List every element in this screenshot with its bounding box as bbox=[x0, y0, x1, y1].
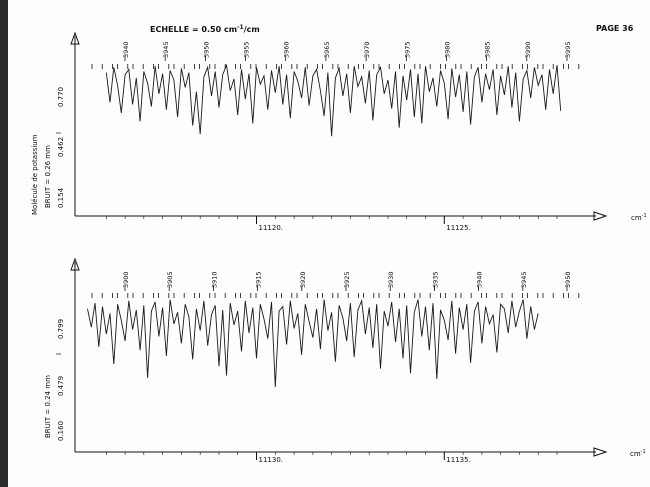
line-number-label: 3950 bbox=[202, 41, 210, 58]
y-tick-label: 0.160 bbox=[57, 421, 65, 441]
trace-layer-bottom bbox=[87, 299, 539, 388]
x-unit-top: cm-1 bbox=[631, 213, 647, 222]
line-number-label: 3950 bbox=[564, 271, 572, 288]
line-number-label: 3945 bbox=[520, 271, 528, 288]
spectrum-trace-top bbox=[105, 63, 562, 137]
molecule-label: Molécule de potassium bbox=[31, 134, 39, 215]
y-tick-label: 0.154 bbox=[57, 187, 65, 208]
line-number-label: 3980 bbox=[444, 41, 452, 58]
line-number-label: 3935 bbox=[431, 271, 439, 288]
y-tick-label: 0.462 bbox=[57, 137, 65, 157]
line-number-label: 3990 bbox=[524, 41, 532, 58]
line-number-label: 3930 bbox=[387, 271, 395, 288]
line-number-label: 3920 bbox=[299, 271, 307, 288]
line-number-label: 3915 bbox=[255, 271, 263, 288]
x-unit-top-main: cm bbox=[631, 214, 642, 222]
spectrum-panel-top: cm-1 I BRUIT = 0.26 mm 0.770 0.462 0.154 11… bbox=[44, 31, 647, 232]
y-axis-arrow-top bbox=[70, 31, 80, 45]
trace-layer-top bbox=[105, 63, 562, 137]
x-unit-bottom-sup: -1 bbox=[641, 449, 646, 455]
line-number-label: 3900 bbox=[122, 271, 130, 288]
y-tick-label: 0.479 bbox=[57, 376, 65, 396]
tick-layer-top: 0.770 0.462 0.154 11120. 11125. bbox=[57, 87, 558, 232]
noise-label-top: BRUIT = 0.26 mm bbox=[44, 145, 52, 208]
x-axis-arrow-bottom bbox=[593, 447, 608, 457]
line-marks-top: 3940 3945 3950 3955 3960 3965 3970 3975 3980 3985… bbox=[91, 41, 580, 69]
noise-label-bottom: BRUIT = 0.24 mm bbox=[44, 375, 52, 438]
x-unit-top-sup: -1 bbox=[642, 213, 647, 219]
line-number-label: 3985 bbox=[484, 41, 492, 58]
tick-layer-bottom: 0.799 0.479 0.160 11130. 11135. bbox=[57, 319, 558, 464]
line-marks-bottom: 3900 3905 3910 3915 3920 3925 3930 3935 3940 3945… bbox=[91, 271, 580, 298]
x-tick-label: 11120. bbox=[259, 224, 284, 232]
scale-label-main: ECHELLE = 0.50 cm bbox=[150, 25, 237, 34]
line-number-label: 3960 bbox=[283, 41, 291, 58]
x-axis-arrow-top bbox=[593, 211, 608, 221]
y-axis-arrow-bottom bbox=[70, 257, 80, 271]
x-unit-bottom-main: cm bbox=[630, 450, 641, 458]
page-label: PAGE 36 bbox=[596, 24, 634, 33]
intensity-symbol-top: I bbox=[55, 132, 63, 134]
x-unit-bottom: cm-1 bbox=[630, 449, 646, 458]
line-number-label: 3925 bbox=[343, 271, 351, 288]
scan-edge bbox=[0, 0, 8, 487]
scale-label-unit: /cm bbox=[244, 25, 260, 34]
spectrum-panel-bottom: cm-1 I BRUIT = 0.24 mm 0.799 0.479 0.160 11… bbox=[44, 257, 646, 464]
spectrum-trace-bottom bbox=[87, 299, 539, 388]
x-tick-label: 11125. bbox=[446, 224, 471, 232]
line-number-label: 3955 bbox=[243, 41, 251, 58]
y-tick-label: 0.770 bbox=[57, 87, 65, 107]
line-number-label: 3995 bbox=[564, 41, 572, 58]
intensity-symbol-bottom: I bbox=[55, 353, 63, 355]
scale-label: ECHELLE = 0.50 cm-1/cm bbox=[150, 24, 260, 34]
x-tick-label: 11135. bbox=[446, 456, 471, 464]
x-tick-label: 11130. bbox=[259, 456, 284, 464]
line-number-label: 3970 bbox=[363, 41, 371, 58]
y-tick-label: 0.799 bbox=[57, 319, 65, 339]
scale-label-sup: -1 bbox=[237, 24, 244, 31]
line-number-label: 3945 bbox=[162, 41, 170, 58]
line-number-label: 3910 bbox=[210, 271, 218, 288]
line-number-label: 3975 bbox=[403, 41, 411, 58]
line-number-label: 3940 bbox=[122, 41, 130, 58]
line-number-label: 3905 bbox=[166, 271, 174, 288]
line-number-label: 3940 bbox=[476, 271, 484, 288]
line-number-label: 3965 bbox=[323, 41, 331, 58]
